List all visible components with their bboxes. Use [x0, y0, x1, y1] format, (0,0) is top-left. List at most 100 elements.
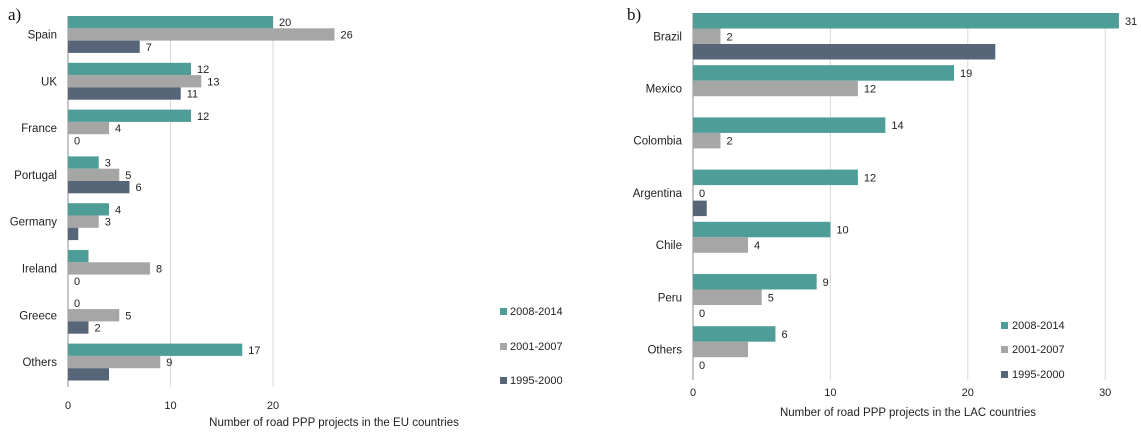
category-label: Argentina: [633, 188, 683, 200]
data-label: 2: [95, 323, 101, 335]
legend: 2008-2014 2001-2007 1995-2000: [500, 306, 563, 387]
category-label: UK: [41, 76, 57, 88]
bar-2008-2014: [68, 62, 191, 76]
category-label: Mexico: [646, 83, 682, 95]
category-label: Others: [647, 344, 682, 356]
category-label: Brazil: [653, 31, 682, 43]
bar-2001-2007: [68, 168, 120, 181]
legend-label: 2008-2014: [510, 306, 563, 318]
data-label: 6: [781, 329, 787, 341]
panel-label: a): [8, 5, 21, 24]
data-label: 4: [115, 204, 121, 216]
category-label: Spain: [28, 29, 57, 41]
data-label: 8: [156, 263, 162, 275]
bar-2008-2014: [693, 13, 1119, 29]
bar-2008-2014: [693, 169, 858, 186]
bar-2001-2007: [693, 237, 748, 253]
legend-swatch: [500, 343, 507, 350]
bar-2001-2007: [693, 80, 858, 97]
bar-1995-2000: [68, 40, 140, 53]
data-label: 7: [146, 42, 152, 54]
legend-label: 1995-2000: [1012, 369, 1065, 381]
bar-1995-2000: [68, 321, 89, 334]
category-label: Colombia: [633, 136, 682, 148]
chart-panel-b: b) 0 10 20 30 Brazil 31 2 Mexico 19 12 Colombia 14 2 A…: [627, 5, 1137, 419]
legend-swatch: [500, 308, 507, 315]
x-tick-label: 30: [1099, 387, 1111, 399]
bar-2008-2014: [693, 117, 886, 133]
bar-2001-2007: [68, 309, 120, 322]
x-axis-title: Number of road PPP projects in the LAC c…: [780, 407, 1036, 419]
data-label: 2: [726, 136, 732, 148]
data-label: 12: [197, 111, 209, 123]
chart-panel-a: a)0 10 20Spain20267UK121311France1240Portu…: [8, 5, 563, 429]
data-label: 6: [136, 182, 142, 194]
data-label: 12: [864, 172, 876, 184]
bar-2001-2007: [68, 121, 109, 135]
x-tick-label: 20: [962, 387, 974, 399]
data-label: 5: [125, 310, 131, 322]
legend-label: 2001-2007: [510, 341, 563, 353]
bar-2001-2007: [68, 215, 99, 228]
data-label: 3: [105, 217, 111, 229]
data-label: 5: [768, 292, 774, 304]
legend-swatch: [1001, 371, 1008, 378]
data-label: 9: [166, 357, 172, 369]
bar-2001-2007: [68, 75, 202, 88]
bar-1995-2000: [693, 200, 707, 217]
data-label: 5: [125, 170, 131, 182]
bar-2001-2007: [68, 28, 335, 41]
category-label: Greece: [19, 310, 57, 322]
x-tick-label: 20: [267, 400, 279, 412]
legend-swatch: [1001, 322, 1008, 329]
data-label: 9: [823, 277, 829, 289]
data-label: 0: [699, 308, 705, 320]
bar-2001-2007: [693, 28, 721, 44]
data-label: 0: [74, 135, 80, 147]
data-label: 31: [1125, 16, 1137, 28]
bar-2008-2014: [693, 326, 776, 342]
category-label: Portugal: [14, 170, 57, 182]
bar-2008-2014: [68, 156, 99, 169]
x-tick-label: 10: [824, 387, 836, 399]
legend: 2008-2014 2001-2007 1995-2000: [1001, 320, 1065, 381]
bar-2008-2014: [693, 274, 817, 290]
data-label: 3: [105, 158, 111, 170]
category-label: Ireland: [22, 263, 57, 275]
data-label: 11: [187, 89, 198, 101]
bar-2008-2014: [68, 250, 89, 263]
data-label: 0: [699, 360, 705, 372]
bar-2001-2007: [68, 262, 150, 275]
data-label: 12: [864, 83, 876, 95]
legend-swatch: [1001, 346, 1008, 353]
data-label: 13: [207, 76, 219, 88]
category-label: Peru: [658, 292, 682, 304]
x-tick-label: 0: [690, 387, 696, 399]
category-label: France: [21, 123, 57, 135]
data-label: 0: [699, 188, 705, 200]
x-tick-label: 10: [164, 400, 176, 412]
bar-2001-2007: [693, 132, 721, 149]
data-label: 4: [115, 123, 121, 135]
category-label: Others: [22, 357, 57, 369]
legend-label: 2008-2014: [1012, 320, 1065, 332]
bar-1995-2000: [68, 181, 130, 194]
bar-1995-2000: [68, 368, 109, 381]
x-axis-title: Number of road PPP projects in the EU co…: [209, 417, 459, 429]
legend-label: 2001-2007: [1012, 344, 1065, 356]
legend-swatch: [500, 377, 507, 384]
bar-2008-2014: [68, 203, 109, 216]
bar-2008-2014: [68, 16, 273, 29]
bar-1995-2000: [68, 227, 79, 241]
bar-2008-2014: [68, 343, 243, 356]
data-label: 12: [197, 64, 209, 76]
data-label: 0: [74, 276, 80, 288]
data-label: 4: [754, 240, 760, 252]
bar-2001-2007: [68, 355, 161, 369]
data-label: 0: [74, 298, 80, 310]
data-label: 26: [341, 29, 353, 41]
category-label: Chile: [656, 240, 682, 252]
bar-2008-2014: [693, 65, 955, 81]
data-label: 2: [726, 31, 732, 43]
